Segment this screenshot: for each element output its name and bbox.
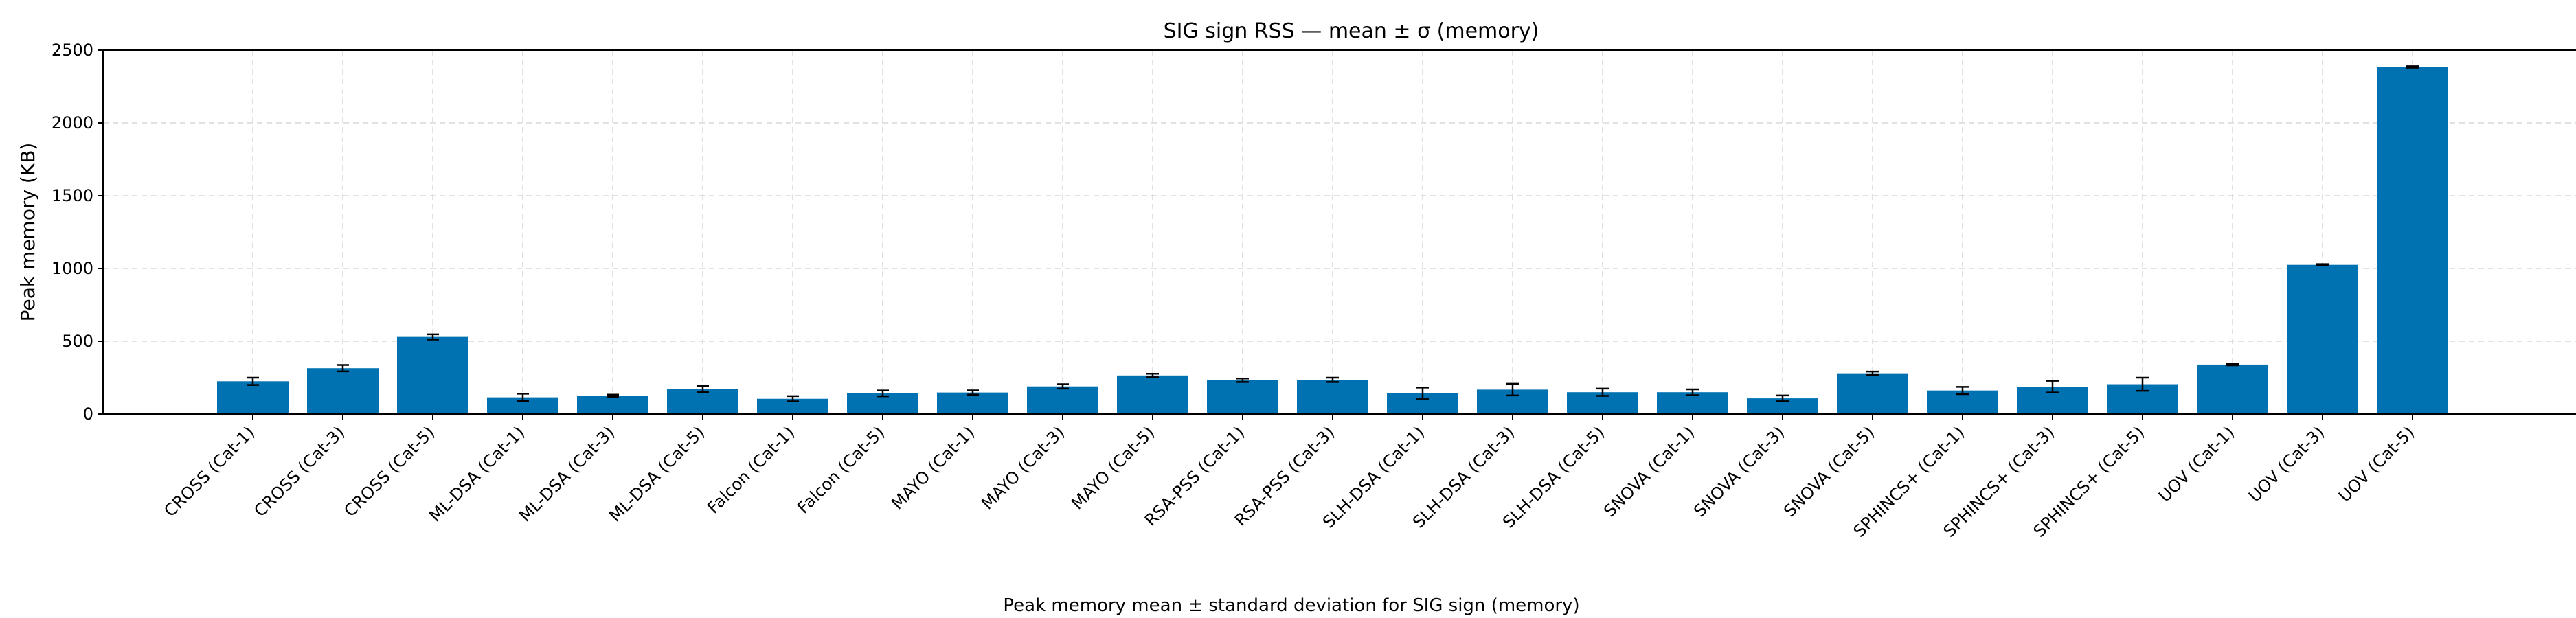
y-tick-label: 1000 xyxy=(52,259,93,278)
y-tick-label: 2500 xyxy=(52,41,93,60)
bar xyxy=(397,336,468,414)
bar xyxy=(1837,373,1908,414)
x-axis-label: Peak memory mean ± standard deviation fo… xyxy=(1003,595,1579,616)
y-axis: 0 500 1000 1500 2000 2500 xyxy=(52,41,103,424)
y-tick-label: 500 xyxy=(62,332,93,351)
plot-area-frame xyxy=(102,49,2576,415)
bars-layer xyxy=(217,67,2448,414)
bar xyxy=(1297,380,1368,414)
bar xyxy=(667,389,738,414)
bar xyxy=(1747,398,1818,414)
grid-layer xyxy=(103,49,2576,415)
y-axis-label: Peak memory (KB) xyxy=(16,143,39,322)
bar xyxy=(577,396,648,414)
bar xyxy=(1117,375,1188,414)
y-tick-label: 1500 xyxy=(52,186,93,205)
y-tick-label: 0 xyxy=(83,404,93,424)
bar xyxy=(757,398,828,414)
bar xyxy=(1027,386,1098,414)
chart-title: SIG sign RSS — mean ± σ (memory) xyxy=(1164,19,1539,43)
errorbars-layer xyxy=(247,65,2419,402)
bar xyxy=(937,392,1008,414)
bar xyxy=(2377,67,2448,414)
bar xyxy=(307,368,379,414)
bar xyxy=(1207,380,1278,414)
bar xyxy=(2197,364,2268,414)
bar xyxy=(217,381,289,414)
y-tick-label: 2000 xyxy=(52,113,93,133)
bar xyxy=(2287,264,2358,414)
